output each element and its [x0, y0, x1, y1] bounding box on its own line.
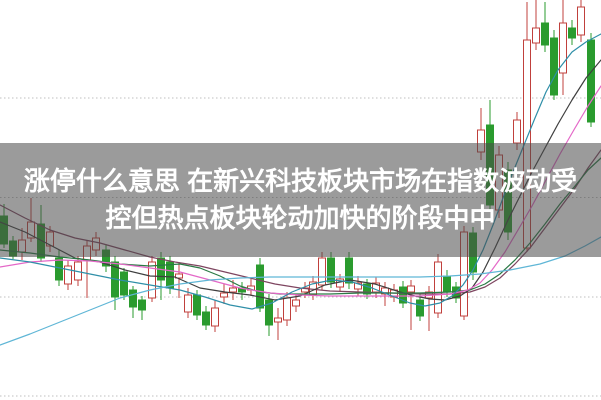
candle-down [138, 299, 146, 311]
candle-up [318, 257, 326, 286]
candle-up [64, 265, 72, 285]
candle-up [513, 119, 521, 144]
candle-up [274, 317, 282, 323]
candle-down [265, 299, 273, 326]
candle-up [184, 294, 192, 313]
candle-up [211, 307, 219, 327]
candle-up [292, 299, 300, 307]
candle-down [568, 27, 576, 39]
headline-banner: 涨停什么意思 在新兴科技板块市场在指数波动受 控但热点板块轮动加快的阶段中中 [0, 143, 601, 257]
headline-line-1: 涨停什么意思 在新兴科技板块市场在指数波动受 [23, 166, 578, 196]
candle-down [256, 264, 264, 309]
candle-up [434, 261, 442, 314]
candle-up [577, 6, 585, 36]
candle-down [443, 275, 451, 293]
candle-up [559, 22, 567, 74]
candle-down [345, 257, 353, 284]
candle-down [550, 37, 558, 96]
candle-down [399, 286, 407, 304]
candle-down [327, 257, 335, 283]
candle-up [220, 292, 228, 298]
candle-down [193, 294, 201, 316]
candle-up [283, 297, 291, 321]
candle-up [381, 287, 389, 295]
candle-up [354, 282, 362, 290]
candle-down [363, 283, 371, 295]
candle-up [532, 27, 540, 44]
candle-up [175, 273, 183, 279]
candle-down [541, 22, 549, 46]
candle-down [55, 257, 63, 281]
candle-down [416, 299, 424, 317]
ma-line-light-cyan [0, 236, 601, 346]
candle-up [407, 285, 415, 293]
candle-down [587, 39, 595, 123]
candle-up [229, 287, 237, 293]
candle-down [129, 289, 137, 308]
candle-down [166, 261, 174, 289]
candle-down [120, 271, 128, 296]
candle-down [202, 311, 210, 326]
candle-up [148, 261, 156, 299]
headline-line-2: 控但热点板块轮动加快的阶段中中 [105, 203, 496, 233]
